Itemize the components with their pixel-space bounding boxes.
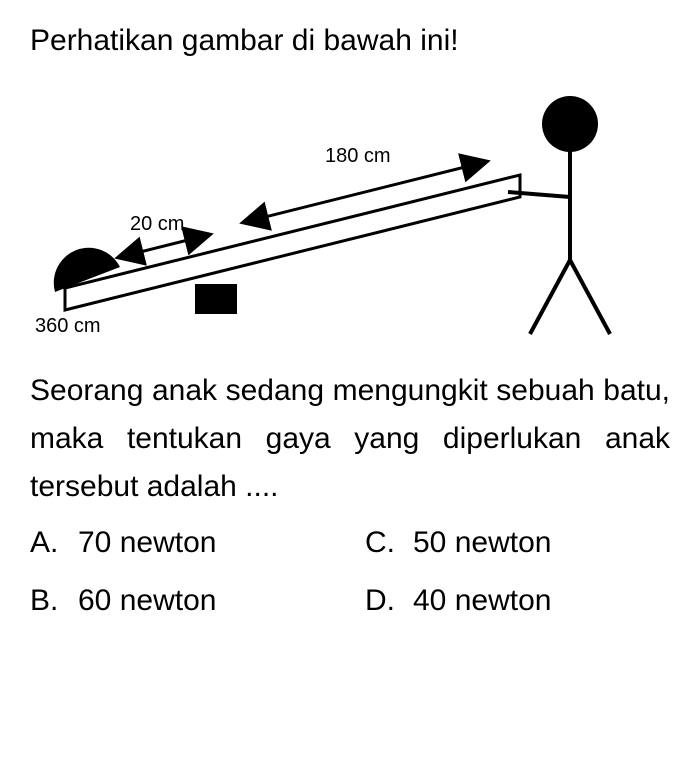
option-b[interactable]: B. 60 newton [30, 577, 335, 625]
diagram-svg: 360 cm 20 cm 180 cm [30, 82, 670, 342]
fulcrum-icon [195, 284, 237, 314]
option-text: 40 newton [413, 577, 551, 625]
weight-label: 360 cm [35, 315, 101, 337]
person-icon [508, 96, 610, 334]
option-text: 70 newton [78, 519, 216, 567]
option-letter: B. [30, 577, 60, 625]
options-grid: A. 70 newton C. 50 newton B. 60 newton D… [30, 519, 670, 625]
arrow-short [120, 235, 208, 257]
question-description: Seorang anak sedang mengungkit sebuah ba… [30, 367, 670, 511]
option-letter: C. [365, 519, 395, 567]
question-intro: Perhatikan gambar di bawah ini! [30, 20, 670, 62]
lever-diagram: 360 cm 20 cm 180 cm [30, 82, 670, 342]
lever-long-label: 180 cm [325, 145, 391, 167]
option-text: 60 newton [78, 577, 216, 625]
option-d[interactable]: D. 40 newton [365, 577, 670, 625]
option-c[interactable]: C. 50 newton [365, 519, 670, 567]
option-text: 50 newton [413, 519, 551, 567]
option-letter: A. [30, 519, 60, 567]
lever-short-label: 20 cm [130, 213, 184, 235]
lever-bar [65, 175, 520, 310]
option-letter: D. [365, 577, 395, 625]
option-a[interactable]: A. 70 newton [30, 519, 335, 567]
